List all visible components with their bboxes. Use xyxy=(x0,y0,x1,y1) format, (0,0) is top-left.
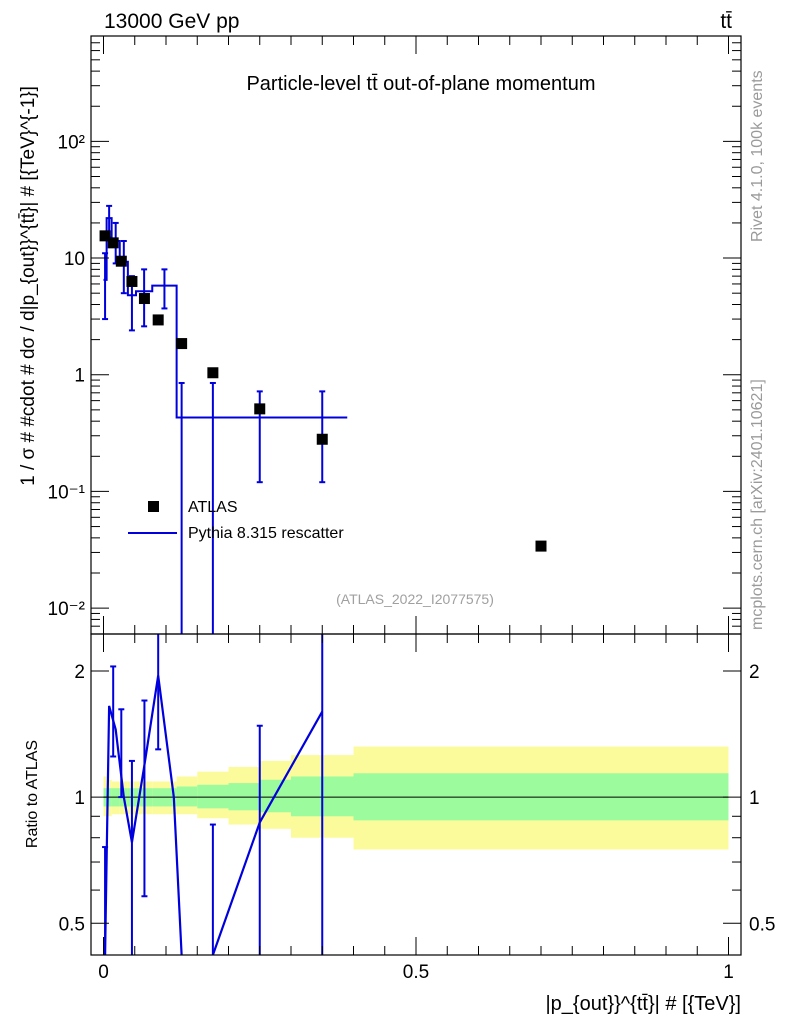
ratio-y-tick-label-right: 0.5 xyxy=(749,914,775,935)
atlas-data-point xyxy=(207,367,219,379)
main-y-tick-label: 10 xyxy=(64,249,85,270)
ratio-pythia-line xyxy=(103,675,183,956)
atlas-data-point xyxy=(152,314,164,326)
main-frame xyxy=(90,35,742,635)
energy-label: 13000 GeV pp xyxy=(104,10,239,33)
ratio-y-tick-label: 1 xyxy=(74,788,85,809)
legend-label-atlas: ATLAS xyxy=(188,499,238,516)
main-y-tick-label: 1 xyxy=(74,366,85,387)
analysis-id: (ATLAS_2022_I2077575) xyxy=(336,591,494,607)
ratio-y-tick-label-right: 2 xyxy=(749,662,760,683)
atlas-data-point xyxy=(126,275,138,287)
ratio-y-axis-label: Ratio to ATLAS xyxy=(24,740,41,848)
legend-marker-atlas xyxy=(148,501,159,512)
ratio-x-axis: 0 0.5 1 xyxy=(98,634,734,983)
x-tick-label: 0.5 xyxy=(403,962,429,983)
main-panel: 10⁻² 10⁻¹ 1 10 10² Particle-level tt̄ out-of… xyxy=(18,35,742,635)
x-tick-label: 0 xyxy=(98,962,109,983)
ratio-panel: 0.5 0.51 12 2 0 0.5 1 Ratio to ATLAS |p_{out}… xyxy=(24,633,776,1015)
atlas-data-point xyxy=(316,433,328,445)
atlas-data-point xyxy=(107,237,119,249)
atlas-data-point xyxy=(535,540,547,552)
chart-title: Particle-level tt̄ out-of-plane momentum xyxy=(246,73,595,95)
main-plot-area xyxy=(99,204,547,634)
ratio-y-tick-label: 0.5 xyxy=(59,914,85,935)
main-x-ticks xyxy=(103,36,729,634)
rivet-version-label: Rivet 4.1.0, 100k events xyxy=(749,70,766,242)
ratio-y-axis: 0.5 0.5 1 1 2 2 xyxy=(59,662,776,935)
ratio-inner-band xyxy=(176,786,198,807)
ratio-y-tick-label: 2 xyxy=(74,662,85,683)
atlas-data-point xyxy=(138,293,150,305)
main-y-axis: 10⁻² 10⁻¹ 1 10 10² xyxy=(48,35,741,635)
main-y-tick-label: 10⁻² xyxy=(48,599,86,620)
atlas-data-point xyxy=(115,255,127,267)
legend-label-pythia: Pythia 8.315 rescatter xyxy=(188,525,344,542)
main-y-axis-label: 1 / σ # #cdot # dσ / d|p_{out}}^{tt̄}| #… xyxy=(18,86,39,486)
ratio-inner-band xyxy=(197,784,229,809)
ratio-y-tick-label-right: 1 xyxy=(749,788,760,809)
process-label: tt̄ xyxy=(720,10,732,33)
main-y-tick-label: 10⁻¹ xyxy=(48,482,86,503)
x-axis-label: |p_{out}}^{tt̄}| # [{TeV}] xyxy=(545,993,741,1015)
x-tick-label: 1 xyxy=(723,962,734,983)
atlas-data-point xyxy=(176,338,188,350)
atlas-data-point xyxy=(254,403,266,415)
atlas-data-point xyxy=(99,230,111,242)
pythia-step-line xyxy=(103,217,348,419)
legend: ATLAS Pythia 8.315 rescatter xyxy=(128,499,344,542)
ratio-plot-area xyxy=(102,634,729,956)
site-label: mcplots.cern.ch [arXiv:2401.10621] xyxy=(749,379,766,630)
main-y-tick-label: 10² xyxy=(58,132,85,153)
